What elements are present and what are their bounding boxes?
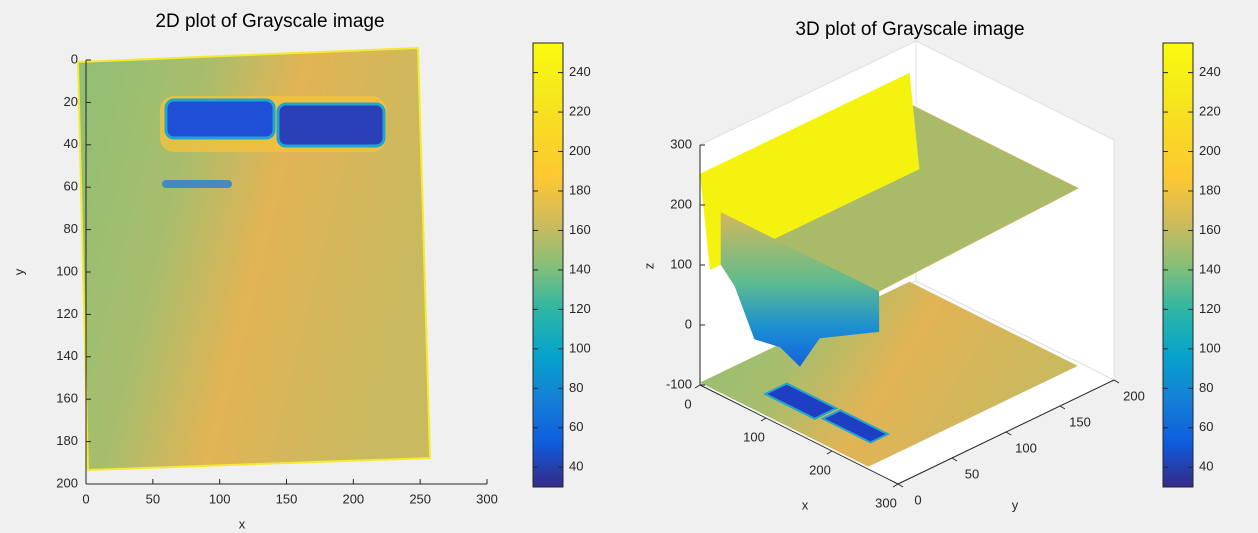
y-tick (1006, 432, 1011, 435)
z-tick-label: -100 (666, 376, 692, 391)
y-tick-label: 100 (1015, 440, 1037, 455)
colorbar-tick-label: 100 (569, 340, 591, 355)
chart-title: 2D plot of Grayscale image (155, 11, 384, 32)
x-tick-label: 0 (684, 396, 691, 411)
y-tick-label: 40 (64, 136, 78, 151)
y-tick-label: 100 (56, 263, 78, 278)
x-tick-label: 100 (209, 491, 231, 506)
y-tick-label: 80 (64, 221, 78, 236)
y-tick-label: 200 (1123, 388, 1145, 403)
z-tick-label: 200 (670, 196, 692, 211)
x-tick (761, 418, 766, 421)
colorbar-tick-label: 120 (569, 301, 591, 316)
x-tick-label: 0 (82, 491, 89, 506)
z-tick-label: 300 (670, 136, 692, 151)
colorbar-tick-label: 80 (569, 380, 583, 395)
colorbar-tick-label: 240 (1199, 64, 1221, 79)
colorbar (533, 43, 563, 487)
y-axis-label: y (1012, 497, 1019, 512)
x-tick-label: 250 (409, 491, 431, 506)
y-tick-label: 50 (965, 466, 979, 481)
y-axis-label: y (11, 268, 26, 275)
colorbar-tick-label: 100 (1199, 340, 1221, 355)
z-tick-label: 100 (670, 256, 692, 271)
y-tick-label: 0 (71, 51, 78, 66)
colorbar-tick-label: 220 (569, 104, 591, 119)
chart-title: 3D plot of Grayscale image (795, 19, 1024, 40)
z-axis-label: z (641, 263, 656, 270)
colorbar-tick-label: 240 (569, 64, 591, 79)
y-tick (898, 484, 903, 487)
colorbar-tick-label: 200 (1199, 143, 1221, 158)
y-tick-label: 60 (64, 179, 78, 194)
figure: 2D plot of Grayscale image05010015020025… (0, 0, 1258, 533)
y-tick-label: 20 (64, 94, 78, 109)
colorbar-tick-label: 140 (1199, 261, 1221, 276)
colorbar-tick-label: 200 (569, 143, 591, 158)
z-tick-label: 0 (685, 316, 692, 331)
colorbar-tick-label: 180 (569, 182, 591, 197)
colorbar-tick-label: 40 (1199, 459, 1213, 474)
colorbar-tick-label: 80 (1199, 380, 1213, 395)
y-tick (952, 458, 957, 461)
image-feature (162, 180, 232, 188)
y-tick-label: 120 (56, 306, 78, 321)
x-tick-label: 50 (146, 491, 160, 506)
x-axis-label: x (802, 497, 809, 512)
colorbar (1163, 43, 1193, 487)
x-tick-label: 200 (342, 491, 364, 506)
colorbar-tick-label: 60 (569, 419, 583, 434)
image-feature (278, 104, 384, 146)
colorbar-tick-label: 60 (1199, 419, 1213, 434)
colorbar-tick-label: 180 (1199, 182, 1221, 197)
colorbar-tick-label: 160 (569, 222, 591, 237)
x-tick (695, 385, 700, 388)
colorbar-tick-label: 220 (1199, 104, 1221, 119)
x-tick (827, 451, 832, 454)
x-axis-label: x (239, 516, 246, 531)
x-tick-label: 100 (743, 429, 765, 444)
x-tick-label: 300 (875, 495, 897, 510)
x-tick (893, 484, 898, 487)
image-feature (166, 100, 274, 138)
y-tick-label: 200 (56, 475, 78, 490)
plot-3d: 3D plot of Grayscale image 0 100 200 300 0 50 1… (641, 19, 1220, 512)
colorbar-tick-label: 160 (1199, 222, 1221, 237)
x-tick-label: 150 (276, 491, 298, 506)
colorbar-tick-label: 120 (1199, 301, 1221, 316)
y-tick (1114, 380, 1119, 383)
y-tick-label: 160 (56, 391, 78, 406)
y-tick-label: 140 (56, 348, 78, 363)
y-tick-label: 150 (1069, 414, 1091, 429)
colorbar-tick-label: 140 (569, 261, 591, 276)
y-tick-label: 180 (56, 433, 78, 448)
y-tick-label: 0 (914, 492, 921, 507)
x-tick-label: 300 (476, 491, 498, 506)
colorbar-tick-label: 40 (569, 459, 583, 474)
y-tick (1060, 406, 1065, 409)
x-tick-label: 200 (809, 462, 831, 477)
